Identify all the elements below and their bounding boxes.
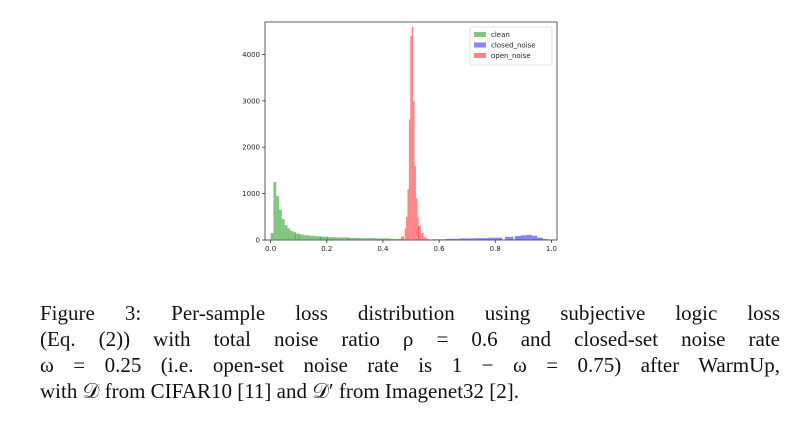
bar-closed-noise [460, 238, 475, 240]
bar-clean [338, 237, 350, 240]
legend-swatch-closed-noise [474, 42, 486, 48]
bar-open-noise [423, 237, 427, 240]
caption-line-1: Figure 3: Per-sample loss distribution u… [40, 301, 780, 325]
bar-open-noise [426, 239, 430, 240]
x-tick-label: 0.6 [434, 245, 446, 253]
caption-line-3: ω = 0.25 (i.e. open-set noise rate is 1 … [40, 353, 780, 377]
bar-clean [375, 238, 390, 240]
bar-clean [290, 230, 294, 240]
x-tick-label: 0.0 [265, 245, 276, 253]
bar-open-noise [401, 236, 404, 240]
bar-clean [281, 219, 285, 240]
bar-clean [304, 235, 310, 240]
x-axis: 0.0 0.2 0.4 0.6 0.8 1.0 [265, 240, 557, 253]
bar-clean [347, 237, 362, 240]
figure-caption: Figure 3: Per-sample loss distribution u… [40, 300, 780, 404]
y-tick-label: 4000 [242, 51, 260, 59]
bar-clean [276, 195, 280, 240]
caption-line-2: (Eq. (2)) with total noise ratio ρ = 0.6… [40, 327, 780, 351]
bar-open-noise [413, 100, 415, 240]
caption-line-4: with 𝒟 from CIFAR10 [11] and 𝒟′ from Ima… [40, 379, 520, 403]
y-tick-label: 1000 [242, 190, 260, 198]
x-tick-label: 0.8 [490, 245, 501, 253]
bar-open-noise [398, 239, 402, 240]
bar-clean [273, 182, 277, 240]
bar-closed-noise [537, 237, 543, 240]
bar-closed-noise [432, 239, 447, 240]
x-tick-label: 1.0 [546, 245, 557, 253]
bar-clean [298, 234, 305, 240]
bar-clean [287, 228, 291, 240]
bar-open-noise [418, 226, 421, 240]
bar-clean [284, 225, 288, 240]
legend-swatch-open-noise [474, 53, 486, 58]
bar-closed-noise [474, 238, 489, 240]
bar-clean [270, 233, 274, 240]
bar-clean [309, 235, 316, 240]
bar-closed-noise [531, 235, 538, 240]
bar-open-noise [415, 198, 418, 240]
bar-closed-noise [505, 236, 514, 240]
x-tick-label: 0.4 [377, 245, 389, 253]
legend-label-clean: clean [491, 31, 510, 39]
bar-closed-noise [520, 235, 527, 240]
bar-open-noise [407, 188, 409, 240]
bar-closed-noise [526, 234, 532, 240]
loss-histogram-chart: 0.0 0.2 0.4 0.6 0.8 1.0 0 1000 2000 3000 4000 cle… [242, 21, 558, 253]
bar-open-noise [404, 228, 407, 240]
bar-open-noise [410, 35, 412, 241]
bars-group [270, 26, 549, 241]
bar-open-noise [411, 26, 414, 240]
legend-label-open-noise: open_noise [491, 52, 531, 60]
bar-clean [279, 209, 282, 240]
y-tick-label: 2000 [242, 144, 260, 152]
bar-closed-noise [488, 237, 503, 240]
bar-closed-noise [446, 238, 461, 240]
bar-open-noise [414, 165, 416, 240]
bar-clean [293, 232, 296, 240]
legend-swatch-clean [474, 32, 486, 37]
bar-clean [389, 238, 404, 240]
x-tick-label: 0.2 [321, 245, 332, 253]
bar-clean [315, 236, 322, 240]
legend: clean closed_noise open_noise [469, 26, 553, 66]
y-tick-label: 3000 [242, 97, 260, 105]
bar-open-noise [406, 216, 408, 240]
bar-clean [361, 238, 376, 240]
bar-clean [295, 233, 300, 240]
legend-box [469, 26, 553, 66]
bar-clean [319, 236, 329, 240]
bar-closed-noise [542, 239, 549, 240]
bar-clean [326, 237, 338, 240]
bar-closed-noise [514, 236, 521, 240]
legend-label-closed-noise: closed_noise [491, 42, 536, 50]
bar-open-noise [408, 119, 411, 240]
y-tick-label: 0 [256, 237, 260, 245]
bar-open-noise [420, 233, 424, 240]
y-axis: 0 1000 2000 3000 4000 [242, 51, 265, 245]
